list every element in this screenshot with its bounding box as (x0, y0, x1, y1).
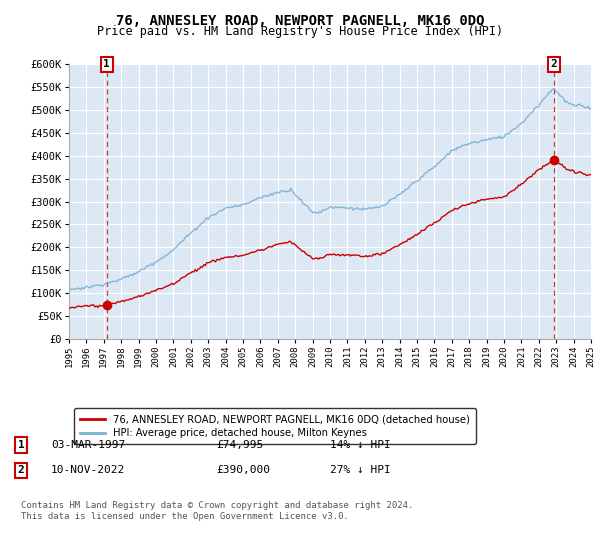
Text: 27% ↓ HPI: 27% ↓ HPI (330, 465, 391, 475)
Legend: 76, ANNESLEY ROAD, NEWPORT PAGNELL, MK16 0DQ (detached house), HPI: Average pric: 76, ANNESLEY ROAD, NEWPORT PAGNELL, MK16… (74, 408, 476, 444)
Text: Price paid vs. HM Land Registry's House Price Index (HPI): Price paid vs. HM Land Registry's House … (97, 25, 503, 38)
Text: Contains HM Land Registry data © Crown copyright and database right 2024.
This d: Contains HM Land Registry data © Crown c… (21, 501, 413, 521)
Text: 1: 1 (103, 59, 110, 69)
Text: 76, ANNESLEY ROAD, NEWPORT PAGNELL, MK16 0DQ: 76, ANNESLEY ROAD, NEWPORT PAGNELL, MK16… (116, 14, 484, 28)
Text: 2: 2 (17, 465, 25, 475)
Text: 03-MAR-1997: 03-MAR-1997 (51, 440, 125, 450)
Text: £74,995: £74,995 (216, 440, 263, 450)
Text: 14% ↓ HPI: 14% ↓ HPI (330, 440, 391, 450)
Text: £390,000: £390,000 (216, 465, 270, 475)
Text: 2: 2 (550, 59, 557, 69)
Text: 10-NOV-2022: 10-NOV-2022 (51, 465, 125, 475)
Text: 1: 1 (17, 440, 25, 450)
